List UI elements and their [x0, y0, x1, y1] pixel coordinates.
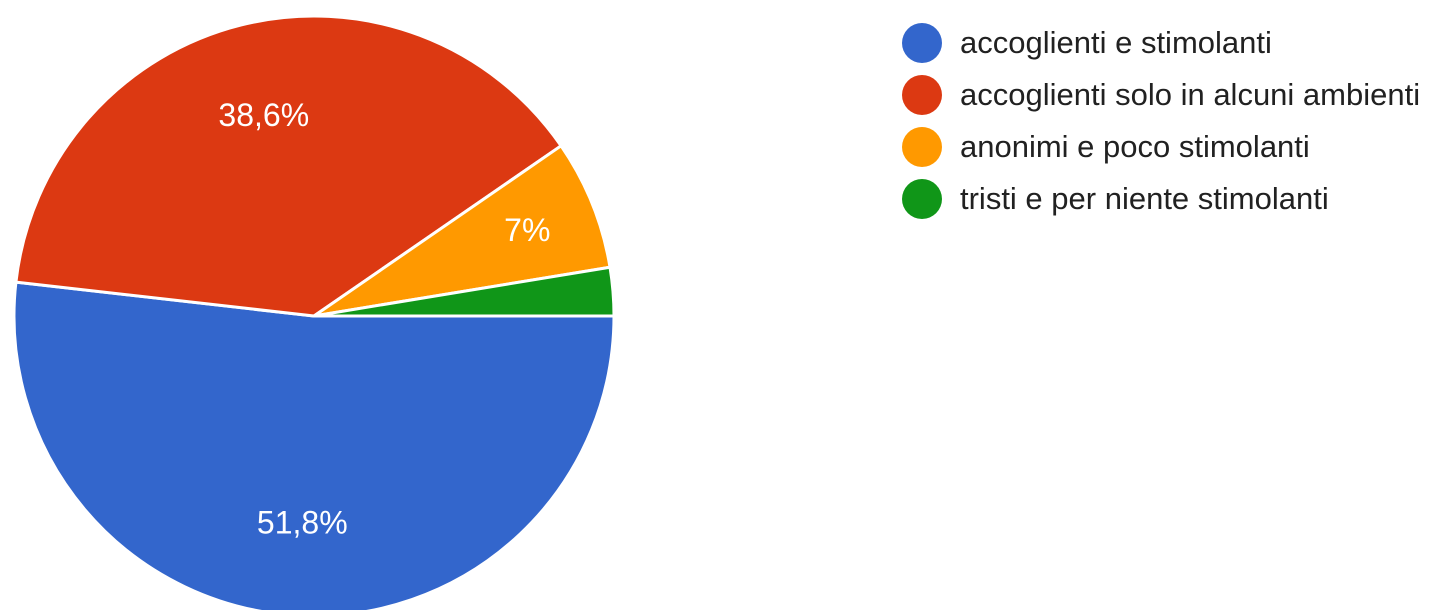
legend-swatch-icon: [902, 179, 942, 219]
legend-item-tristi-e-per-niente-stimolanti[interactable]: tristi e per niente stimolanti: [902, 178, 1438, 220]
legend-label: accoglienti solo in alcuni ambienti: [960, 77, 1421, 112]
pie-slice-label: 51,8%: [257, 505, 348, 541]
legend-label: anonimi e poco stimolanti: [960, 129, 1310, 164]
legend-item-anonimi-e-poco-stimolanti[interactable]: anonimi e poco stimolanti: [902, 126, 1438, 168]
pie-slices: [12, 14, 616, 610]
pie-slice-labels: 51,8% 38,6% 7%: [218, 97, 550, 541]
legend-item-accoglienti-solo-in-alcuni-ambienti[interactable]: accoglienti solo in alcuni ambienti: [902, 74, 1438, 116]
legend-swatch-icon: [902, 75, 942, 115]
pie-chart: 51,8% 38,6% 7%: [12, 14, 616, 610]
pie-slice-accoglienti-solo-in-alcuni-ambienti[interactable]: [14, 14, 563, 318]
pie-slice-anonimi-e-poco-stimolanti[interactable]: [312, 144, 612, 318]
pie-slice-label: 38,6%: [218, 97, 309, 133]
legend: accoglienti e stimolanti accoglienti sol…: [902, 22, 1438, 230]
pie-slice-label: 7%: [504, 212, 550, 248]
pie-slice-tristi-e-per-niente-stimolanti[interactable]: [312, 265, 616, 318]
legend-swatch-icon: [902, 127, 942, 167]
legend-label: tristi e per niente stimolanti: [960, 181, 1329, 216]
legend-item-accoglienti-e-stimolanti[interactable]: accoglienti e stimolanti: [902, 22, 1438, 64]
pie-slice-accoglienti-e-stimolanti[interactable]: [12, 280, 616, 610]
legend-label: accoglienti e stimolanti: [960, 25, 1272, 60]
legend-swatch-icon: [902, 23, 942, 63]
